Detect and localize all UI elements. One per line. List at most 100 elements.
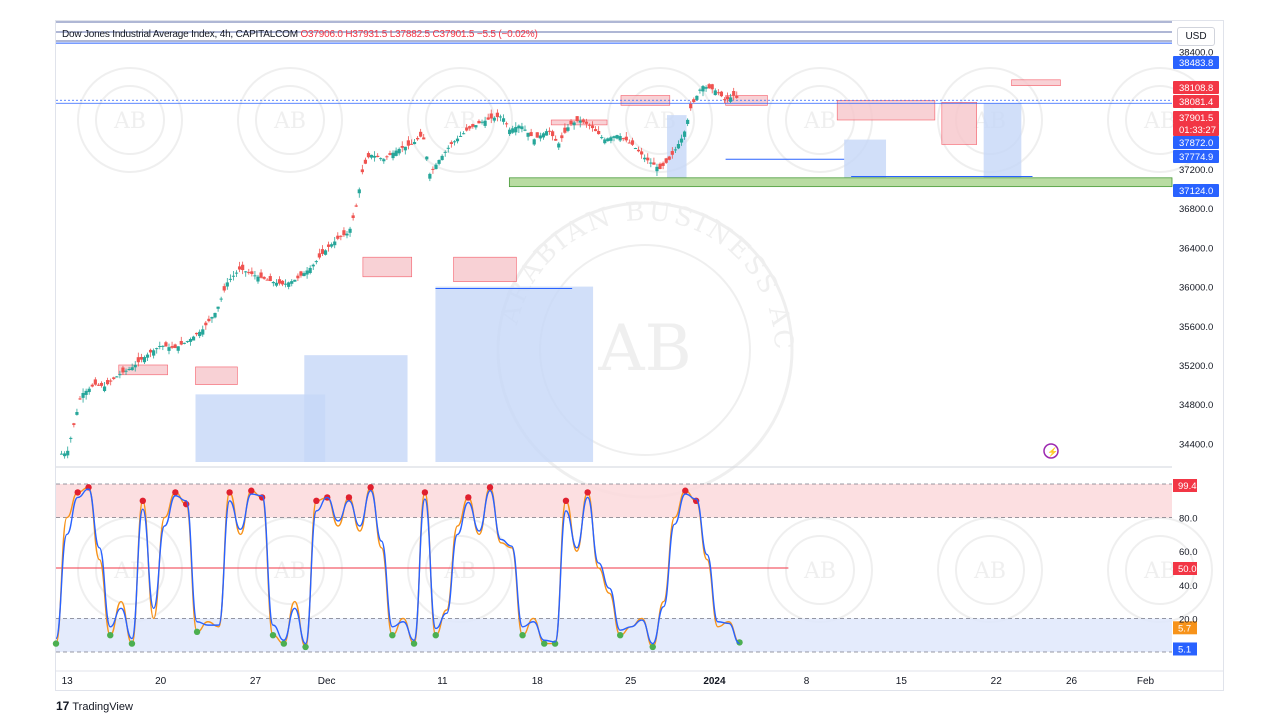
candle-body	[397, 148, 401, 154]
candle-body	[511, 128, 515, 133]
candle-body	[532, 139, 536, 145]
watermark-monogram: AB	[273, 559, 306, 584]
watermark-monogram: AB	[113, 559, 146, 584]
candle-body	[495, 112, 499, 118]
academy-watermark: ABABABABABABABABABABABABABABARABIAN BUSI…	[0, 0, 1213, 623]
candle-body	[443, 151, 447, 153]
candle-body	[480, 121, 484, 123]
candle-body	[201, 329, 205, 335]
signal-dot	[432, 632, 439, 639]
candle-body	[581, 119, 585, 123]
candle-body	[345, 233, 349, 236]
candle-body	[176, 346, 180, 351]
candle-body	[615, 135, 619, 139]
candle-body	[373, 155, 377, 158]
candle-body	[96, 384, 101, 386]
tradingview-logo[interactable]: 17 TradingView	[56, 699, 133, 713]
candle-body	[575, 116, 579, 121]
candle-body	[455, 138, 460, 142]
price-tick-label: 37200.0	[1179, 165, 1213, 176]
candle-body	[139, 356, 143, 360]
candle-body	[195, 332, 199, 335]
candle-body	[593, 129, 598, 132]
candle-body	[99, 382, 104, 386]
candle-body	[247, 272, 251, 274]
candle-body	[339, 235, 343, 237]
candle-body	[277, 279, 282, 284]
signal-dot	[410, 640, 418, 647]
osc-tag	[1173, 479, 1197, 493]
candle-body	[508, 129, 512, 135]
oversold-band	[56, 618, 1172, 652]
candle-body	[655, 166, 659, 172]
tradingview-logo-mark: 17	[56, 699, 70, 713]
candle-body	[658, 163, 662, 169]
candle-body	[603, 139, 607, 144]
price-tag	[1173, 184, 1219, 197]
candle-body	[326, 244, 331, 247]
candle-body	[164, 342, 168, 347]
osc-tick-label: 40.0	[1179, 581, 1198, 592]
watermark-monogram: AB	[973, 559, 1006, 584]
price-tick-label: 36000.0	[1179, 283, 1213, 294]
candle-body	[207, 318, 211, 322]
candle-body	[661, 162, 665, 166]
candle-body	[514, 126, 518, 133]
candle-body	[682, 131, 687, 137]
candle-body	[486, 117, 490, 120]
watermark-monogram: AB	[443, 559, 476, 584]
candle-body	[419, 131, 423, 137]
candle-body	[412, 142, 417, 145]
candle-body	[621, 138, 625, 140]
candle-body	[78, 398, 82, 400]
candle-body	[566, 127, 570, 131]
candle-body	[569, 120, 573, 125]
time-tick-label: 25	[625, 676, 637, 687]
chart-frame	[55, 20, 1224, 691]
candle-body	[351, 215, 355, 218]
price-tick-label: 38400.0	[1179, 47, 1213, 58]
watermark-ring	[237, 67, 343, 173]
candle-body	[109, 380, 113, 382]
signal-dot	[226, 489, 233, 496]
candle-body	[342, 230, 346, 236]
time-tick-label: 8	[804, 676, 810, 687]
watermark-ring	[625, 85, 695, 155]
candle-body	[600, 137, 604, 139]
osc-tick-label: 60.0	[1179, 547, 1198, 558]
candle-body	[262, 276, 266, 279]
candle-body	[354, 205, 358, 207]
candle-body	[317, 253, 321, 258]
candle-body	[618, 136, 622, 141]
candle-body	[612, 136, 616, 138]
candle-body	[112, 377, 116, 380]
time-tick-label: 20	[155, 676, 167, 687]
liquidity-zone	[304, 355, 408, 462]
candle-body	[578, 120, 582, 123]
candle-body	[679, 138, 684, 143]
signal-dot	[584, 489, 591, 496]
candle-body	[501, 118, 506, 122]
currency-button[interactable]: USD	[1177, 27, 1215, 46]
candle-body	[241, 264, 245, 271]
price-tag-label: 38081.4	[1179, 97, 1213, 108]
candle-body	[69, 437, 73, 439]
oscillator-line	[55, 488, 740, 645]
candle-body	[290, 281, 294, 284]
candle-body	[188, 338, 193, 342]
osc-tag	[1173, 562, 1197, 575]
watermark-ring	[95, 535, 165, 605]
signal-dot	[541, 640, 548, 647]
candle-body	[689, 103, 693, 109]
candle-body	[547, 130, 552, 132]
watermark-monogram: AB	[1143, 109, 1176, 134]
candle-body	[271, 281, 275, 284]
time-tick-label: 26	[1066, 676, 1078, 687]
symbol-legend[interactable]: Dow Jones Industrial Average Index, 4h, …	[62, 29, 538, 40]
watermark-monogram: AB	[273, 109, 306, 134]
candle-body	[216, 306, 220, 309]
imbalance-box	[362, 256, 413, 278]
candle-body	[308, 267, 312, 274]
price-tag	[1173, 123, 1219, 136]
